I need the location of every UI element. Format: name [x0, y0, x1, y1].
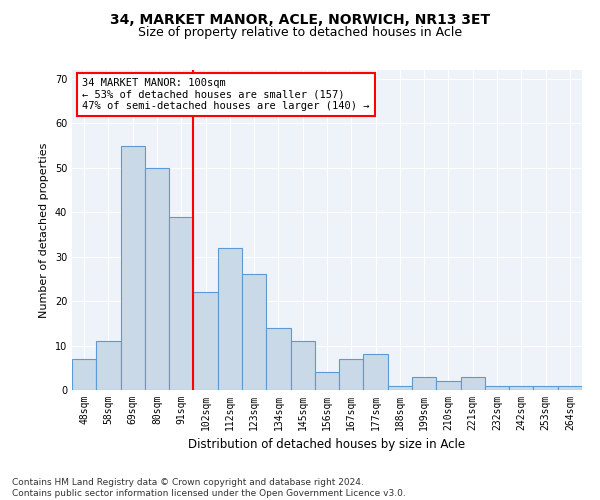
Bar [412, 376, 436, 390]
Bar [169, 216, 193, 390]
Bar [509, 386, 533, 390]
Bar [436, 381, 461, 390]
Bar [266, 328, 290, 390]
Bar [461, 376, 485, 390]
Bar [558, 386, 582, 390]
Bar [121, 146, 145, 390]
Bar [533, 386, 558, 390]
Bar [193, 292, 218, 390]
Bar [339, 359, 364, 390]
Text: 34, MARKET MANOR, ACLE, NORWICH, NR13 3ET: 34, MARKET MANOR, ACLE, NORWICH, NR13 3E… [110, 12, 490, 26]
Text: 34 MARKET MANOR: 100sqm
← 53% of detached houses are smaller (157)
47% of semi-d: 34 MARKET MANOR: 100sqm ← 53% of detache… [82, 78, 370, 111]
Bar [364, 354, 388, 390]
Bar [72, 359, 96, 390]
Bar [290, 341, 315, 390]
Bar [145, 168, 169, 390]
Bar [242, 274, 266, 390]
Bar [315, 372, 339, 390]
Bar [96, 341, 121, 390]
Y-axis label: Number of detached properties: Number of detached properties [39, 142, 49, 318]
Bar [388, 386, 412, 390]
Text: Contains HM Land Registry data © Crown copyright and database right 2024.
Contai: Contains HM Land Registry data © Crown c… [12, 478, 406, 498]
Text: Size of property relative to detached houses in Acle: Size of property relative to detached ho… [138, 26, 462, 39]
Bar [485, 386, 509, 390]
X-axis label: Distribution of detached houses by size in Acle: Distribution of detached houses by size … [188, 438, 466, 452]
Bar [218, 248, 242, 390]
